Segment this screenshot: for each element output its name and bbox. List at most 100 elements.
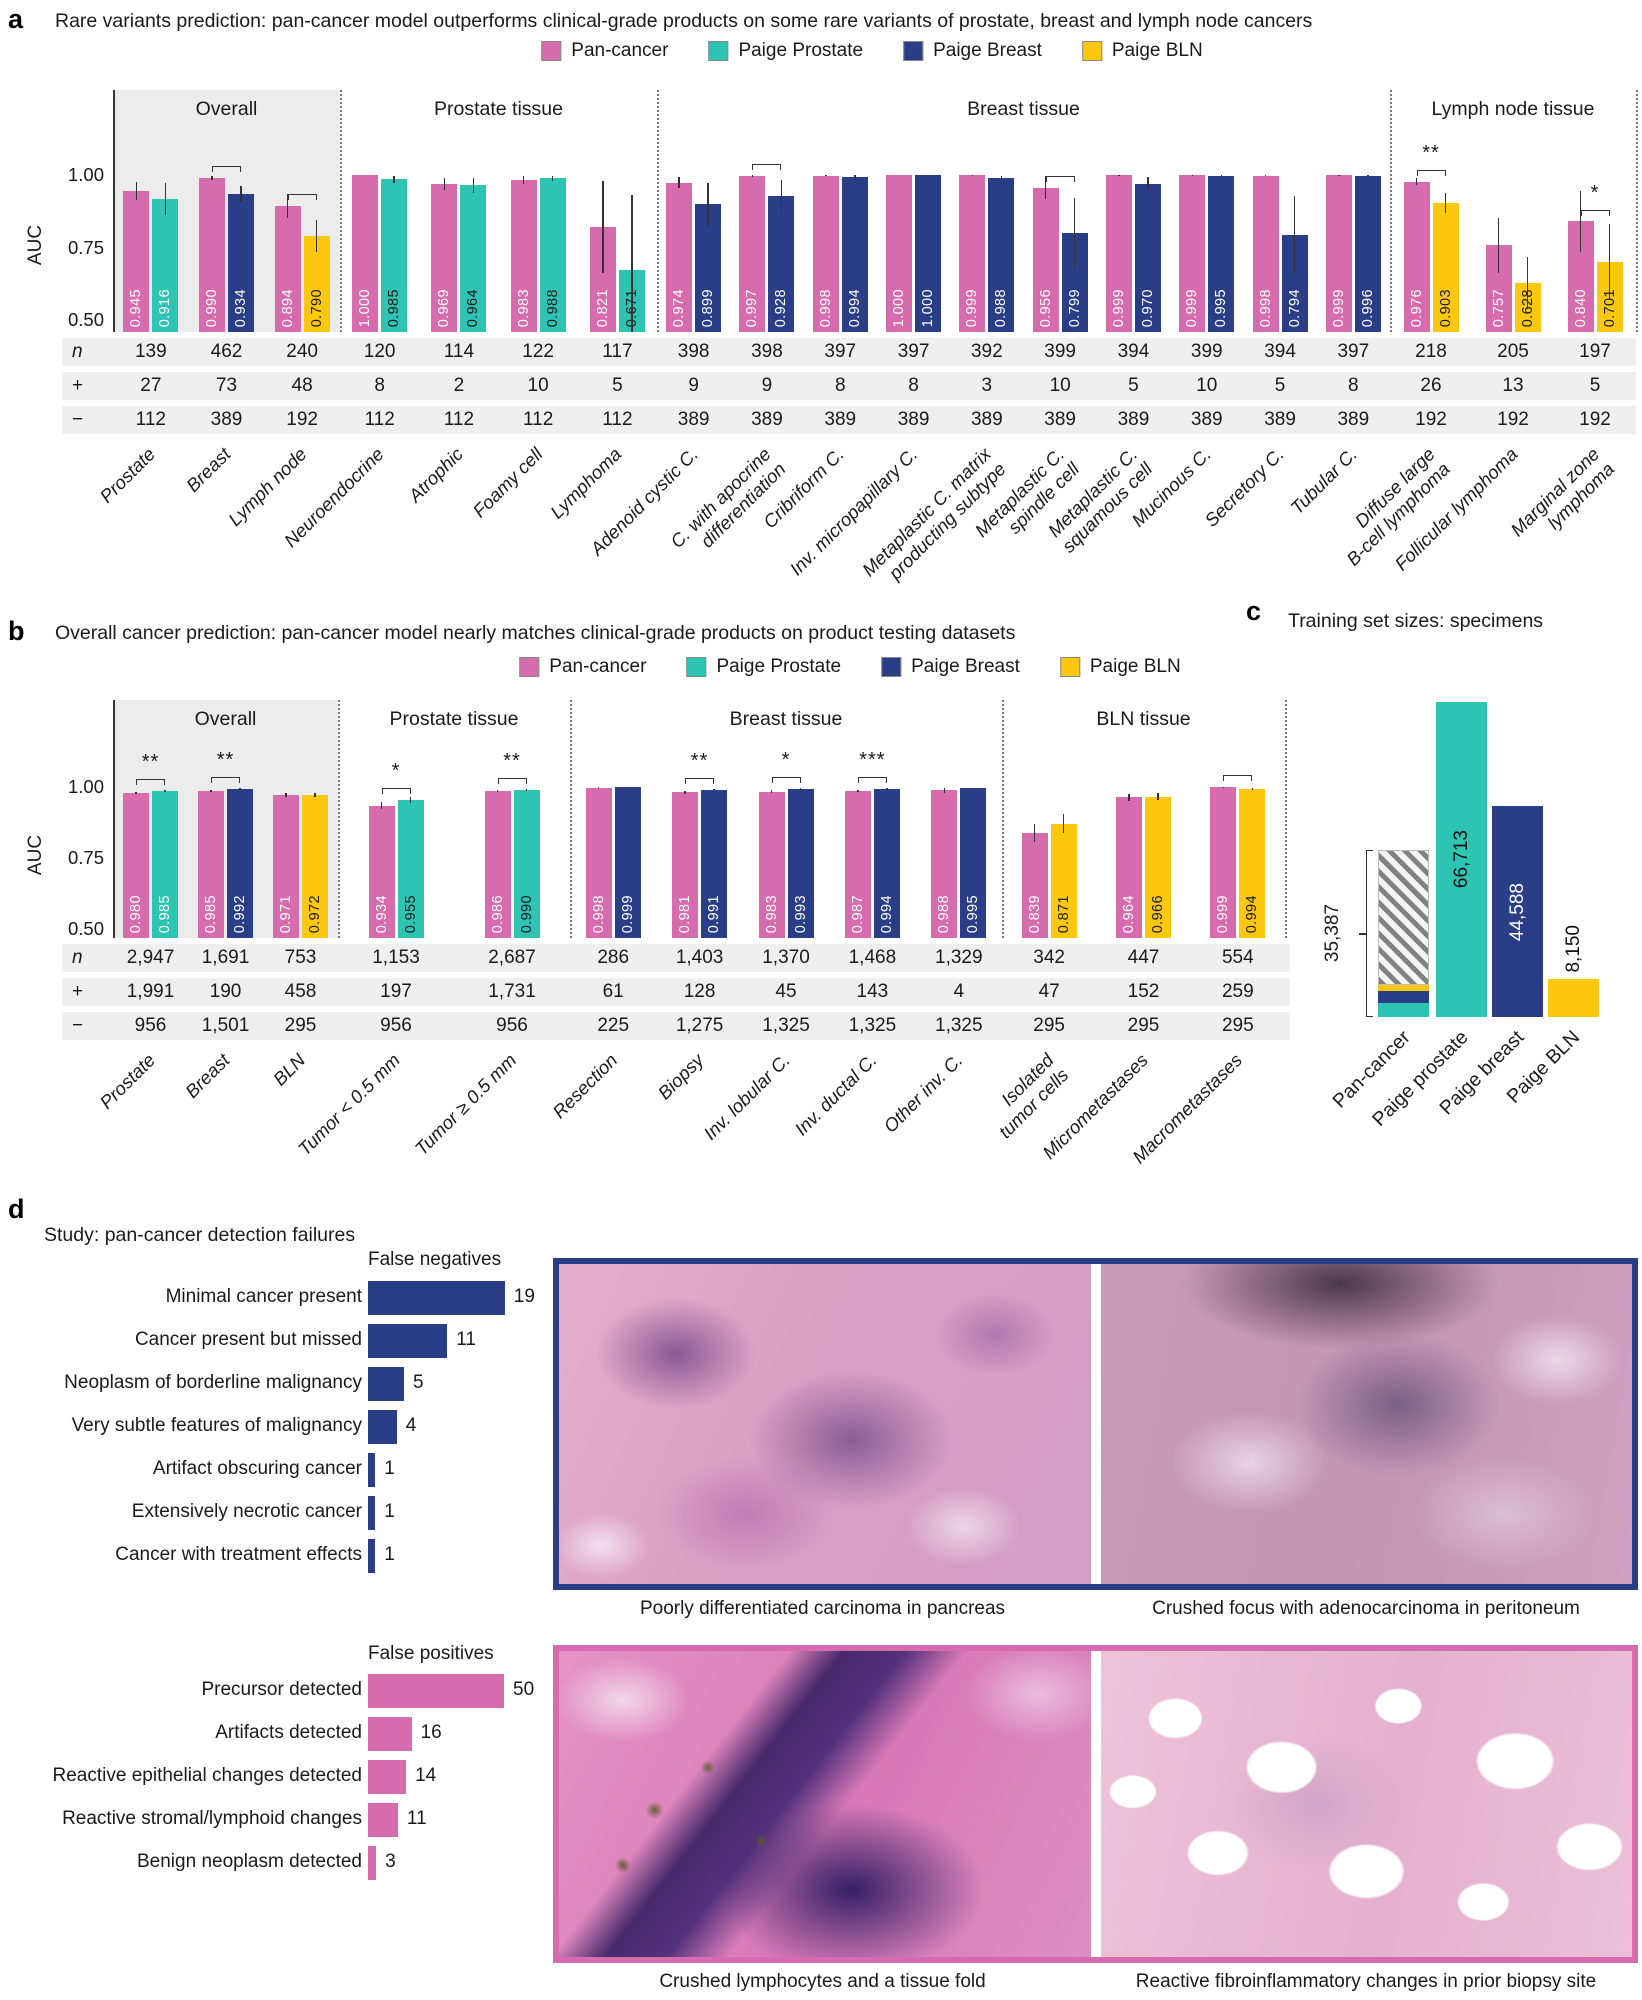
bar-value-label: 0.995 [965, 894, 982, 933]
cluster-positive: 5 [1128, 375, 1139, 396]
bar-value-label: 0.998 [817, 288, 834, 327]
error-bar [707, 182, 709, 227]
auc-bar: 0.999 [1105, 175, 1132, 332]
sig-stars: ** [503, 750, 521, 772]
error-bar [1157, 793, 1159, 801]
hbar-category-label: Benign neoplasm detected [137, 1851, 362, 1872]
cluster-negative: 389 [1044, 409, 1076, 430]
sig-bracket [211, 777, 240, 784]
auc-bar: 0.985 [198, 791, 224, 938]
category-label-text: Prostate [95, 1049, 159, 1113]
panel-b-letter: b [8, 616, 25, 646]
error-bar [393, 175, 395, 183]
cluster-n: 205 [1497, 341, 1529, 362]
cluster-positive: 26 [1420, 375, 1442, 396]
error-bar [164, 183, 167, 216]
auc-bar: 0.994 [1239, 788, 1266, 938]
group-separator [340, 90, 342, 332]
auc-bar: 0.903 [1432, 203, 1459, 332]
auc-bar: 0.990 [199, 177, 225, 332]
group-separator [1285, 700, 1287, 938]
cluster-negative: 295 [1221, 1015, 1254, 1036]
error-bar [1264, 174, 1267, 177]
error-bar [972, 787, 975, 790]
auc-bar: 0.993 [787, 788, 814, 938]
error-bar [1222, 787, 1225, 788]
legend-swatch [881, 657, 902, 677]
legend-label: Paige BLN [1089, 656, 1181, 677]
cluster-positive: 1,991 [126, 981, 175, 1002]
bar-value-label: 0.990 [518, 894, 535, 933]
hbar-bar [368, 1324, 448, 1358]
sig-bracket [1223, 775, 1253, 782]
auc-bar: 0.928 [768, 195, 795, 332]
bar-value-label: 0.757 [1490, 288, 1507, 327]
error-bar [751, 174, 754, 178]
cluster-positive: 10 [527, 375, 549, 396]
y-axis-label: AUC [25, 834, 47, 876]
auc-bar: 0.988 [988, 178, 1015, 332]
auc-bar: 0.985 [381, 179, 408, 332]
hbar-value-label: 11 [456, 1329, 476, 1350]
panel-a-title: Rare variants prediction: pan-cancer mod… [55, 10, 1313, 32]
error-bar [943, 788, 946, 793]
sig-bracket [685, 777, 715, 784]
cluster-n: 397 [897, 341, 930, 362]
histology-image-pancreas-carcinoma [559, 1264, 1091, 1584]
cluster-positive: 73 [215, 375, 238, 396]
cluster-positive: 4 [953, 981, 965, 1002]
cluster-positive: 197 [380, 981, 412, 1002]
cluster-negative: 225 [597, 1015, 630, 1036]
error-bar [210, 790, 212, 793]
bar-value-label: 0.974 [671, 288, 688, 327]
cluster-n: 399 [1044, 341, 1076, 362]
group-separator [338, 700, 340, 938]
cluster-negative: 389 [897, 409, 930, 430]
auc-bar: 0.790 [303, 235, 330, 332]
cluster-negative: 389 [751, 409, 783, 430]
error-bar [1497, 217, 1500, 273]
hbar-value-label: 14 [415, 1765, 437, 1786]
auc-bar: 0.999 [1210, 787, 1237, 938]
cluster-positive: 259 [1221, 981, 1254, 1002]
bar-value-label: 0.994 [846, 288, 863, 327]
auc-bar: 0.991 [701, 789, 728, 938]
auc-bar: 0.995 [960, 788, 987, 938]
training-bar-value: 44,588 [1492, 806, 1543, 1017]
cluster-n: 1,153 [372, 947, 420, 968]
bar-value-label: 0.916 [157, 288, 174, 327]
bar-value-label: 0.934 [373, 894, 390, 933]
auc-bar: 0.955 [397, 799, 424, 938]
bar-value-label: 0.983 [763, 894, 780, 933]
training-bar-value: 8,150 [1548, 883, 1599, 973]
auc-bar: 0.998 [1252, 175, 1279, 332]
error-bar [825, 174, 827, 177]
bar-value-label: 0.790 [308, 288, 325, 327]
auc-bar: 0.988 [931, 790, 958, 938]
legend-item: Paige Breast [881, 656, 1020, 678]
hbar-category-label: Extensively necrotic cancer [131, 1501, 362, 1522]
group-header: Lymph node tissue [1431, 98, 1595, 120]
legend-label: Paige Breast [933, 40, 1042, 61]
category-label-text: Biopsy [653, 1049, 708, 1104]
error-bar [1073, 198, 1076, 269]
error-bar [164, 790, 166, 793]
error-bar [522, 175, 525, 184]
cluster-positive: 9 [761, 375, 773, 396]
bar-value-label: 0.903 [1437, 288, 1454, 327]
error-bar [602, 180, 604, 274]
hbar-category-label: Artifacts detected [215, 1722, 362, 1743]
row-label-negative: − [72, 409, 84, 430]
error-bar [1293, 195, 1296, 274]
bar-value-label: 0.987 [849, 894, 866, 933]
group-shaded-bg [113, 700, 338, 938]
table-band [62, 978, 1290, 1006]
table-band [62, 944, 1290, 972]
bar-value-label: 0.969 [436, 288, 453, 327]
auc-bar: 0.964 [460, 185, 487, 332]
bar-value-label: 0.998 [1257, 288, 1274, 327]
bar-value-label: 0.994 [878, 894, 895, 933]
bar-value-label: 0.999 [964, 288, 981, 327]
training-bar-value-text: 35,387 [1322, 904, 1343, 963]
auc-bar: 1.000 [352, 175, 379, 332]
